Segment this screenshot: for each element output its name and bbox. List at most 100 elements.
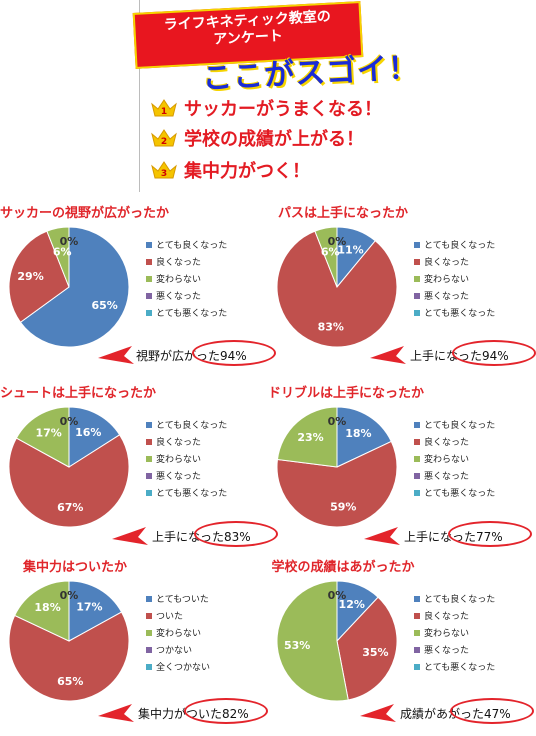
chart-panel-1: パスは上手になったか 11% 83% 6% 0% とても良くなった 良くなった 変わらない… (268, 202, 536, 382)
legend-item: とても良くなった (414, 416, 495, 433)
chart-legend: とてもついた ついた 変わらない つかない 全くつかない (146, 590, 210, 675)
chart-title: シュートは上手になったか (0, 386, 157, 401)
legend-label: 悪くなった (424, 646, 470, 656)
slice-label: 16% (75, 426, 101, 439)
legend-item: 悪くなった (414, 287, 495, 304)
callout-1: 上手になった94% (368, 340, 536, 368)
chart-title: 集中力はついたか (22, 560, 127, 575)
legend-label: 変わらない (424, 275, 470, 285)
legend-swatch (146, 472, 152, 479)
rank-text: 集中力がつく！ (184, 161, 310, 182)
legend-swatch (414, 438, 420, 445)
slice-label: 67% (57, 501, 83, 514)
pie-slice (46, 226, 70, 288)
chart-panel-0: サッカーの視野が広がったか 65% 29% 6% 0% とても良くなった 良くなった変わ… (0, 202, 268, 382)
pie-chart: 16% 67% 17%0% (8, 406, 130, 528)
highlight-oval (452, 340, 536, 366)
rank-1: 1 サッカーがうまくなる！ (150, 95, 382, 121)
legend-label: とてもついた (156, 595, 209, 605)
legend-label: 全くつかない (156, 663, 211, 673)
legend-swatch (414, 612, 420, 619)
legend-label: とても良くなった (424, 421, 496, 431)
pie-chart: 12% 35% 53% 0% (276, 580, 398, 702)
legend-label: とても悪くなった (156, 489, 228, 499)
chart-title: サッカーの視野が広がったか (0, 206, 170, 221)
pie-slice (68, 580, 123, 642)
legend-item: とても悪くなった (414, 304, 495, 321)
legend-item: とても悪くなった (414, 484, 495, 501)
legend-item: 変わらない (146, 270, 227, 287)
legend-swatch (146, 241, 152, 248)
rank-text: サッカーがうまくなる！ (184, 99, 382, 120)
legend-label: とても悪くなった (424, 663, 496, 673)
rank-number: 2 (161, 137, 167, 147)
crown-icon: 2 (151, 129, 177, 147)
slice-label: 6% (321, 246, 340, 259)
legend-item: 良くなった (414, 607, 495, 624)
pie-chart: 18% 59% 23% 0% (276, 406, 398, 528)
rank-2: 2 学校の成績が上がる！ (150, 125, 364, 151)
pie-slice (8, 230, 70, 323)
slice-label: 0% (328, 589, 347, 602)
chart-panel-2: シュートは上手になったか 16% 67% 17% 0% とても良くなった 良くなった 変わ… (0, 382, 268, 562)
slice-label: 12% (339, 598, 365, 611)
legend-swatch (414, 241, 420, 248)
rank-number: 3 (161, 169, 167, 179)
pie-slice (276, 440, 398, 528)
legend-swatch (146, 309, 152, 316)
legend-item: 良くなった (414, 253, 495, 270)
legend-item: 悪くなった (414, 641, 495, 658)
highlight-oval (194, 521, 278, 547)
pie-slice (276, 230, 398, 348)
callout-2: 上手になった83% (110, 521, 278, 549)
legend-label: 変わらない (424, 629, 470, 639)
pie-slice (276, 580, 349, 702)
legend-swatch (146, 455, 152, 462)
slice-label: 18% (345, 427, 371, 440)
legend-swatch (146, 292, 152, 299)
red-arrow-icon (98, 704, 134, 722)
legend-label: とても良くなった (156, 241, 228, 251)
red-arrow-icon (370, 346, 406, 364)
chart-panel-3: ドリブルは上手になったか 18% 59% 23% 0% とても良くなった 良くなった 変わ… (268, 382, 536, 562)
crown-icon: 3 (151, 161, 177, 179)
legend-item: とても悪くなった (146, 484, 227, 501)
chart-title: 学校の成績はあがったか (271, 560, 415, 575)
legend-swatch (146, 275, 152, 282)
slice-label: 17% (35, 427, 61, 440)
legend-swatch (146, 663, 152, 670)
slice-label: 23% (297, 431, 323, 444)
callout-5: 成績があがった47% (358, 698, 536, 726)
legend-item: 良くなった (414, 433, 495, 450)
legend-item: 悪くなった (146, 287, 227, 304)
pie-chart: 11% 83% 6%0% (276, 226, 398, 348)
chart-legend: とても良くなった 良くなった 変わらない 悪くなった とても悪くなった (146, 416, 227, 501)
legend-item: とても良くなった (414, 236, 495, 253)
pie-slice (8, 611, 130, 702)
slice-label: 29% (17, 270, 43, 283)
legend-swatch (414, 489, 420, 496)
legend-swatch (146, 421, 152, 428)
legend-label: 変わらない (156, 455, 202, 465)
red-arrow-icon (112, 527, 148, 545)
legend-label: 変わらない (156, 275, 202, 285)
chart-title: ドリブルは上手になったか (268, 386, 425, 401)
callout-4: 集中力がついた82% (96, 698, 268, 726)
slice-label: 35% (362, 646, 388, 659)
pie-slice (336, 596, 398, 701)
legend-item: 悪くなった (146, 467, 227, 484)
legend-item: ついた (146, 607, 210, 624)
pie-slice (8, 434, 130, 528)
legend-item: 良くなった (146, 433, 227, 450)
callout-0: 視野が広がった94% (96, 340, 276, 368)
highlight-oval (192, 340, 276, 366)
legend-swatch (414, 629, 420, 636)
legend-swatch (414, 309, 420, 316)
legend-swatch (414, 595, 420, 602)
red-arrow-icon (98, 346, 134, 364)
pie-slice (19, 226, 130, 348)
pie-chart: 65% 29% 6%0% (8, 226, 130, 348)
legend-label: 悪くなった (156, 472, 202, 482)
slice-label: 18% (34, 601, 60, 614)
legend-label: 良くなった (156, 258, 202, 268)
